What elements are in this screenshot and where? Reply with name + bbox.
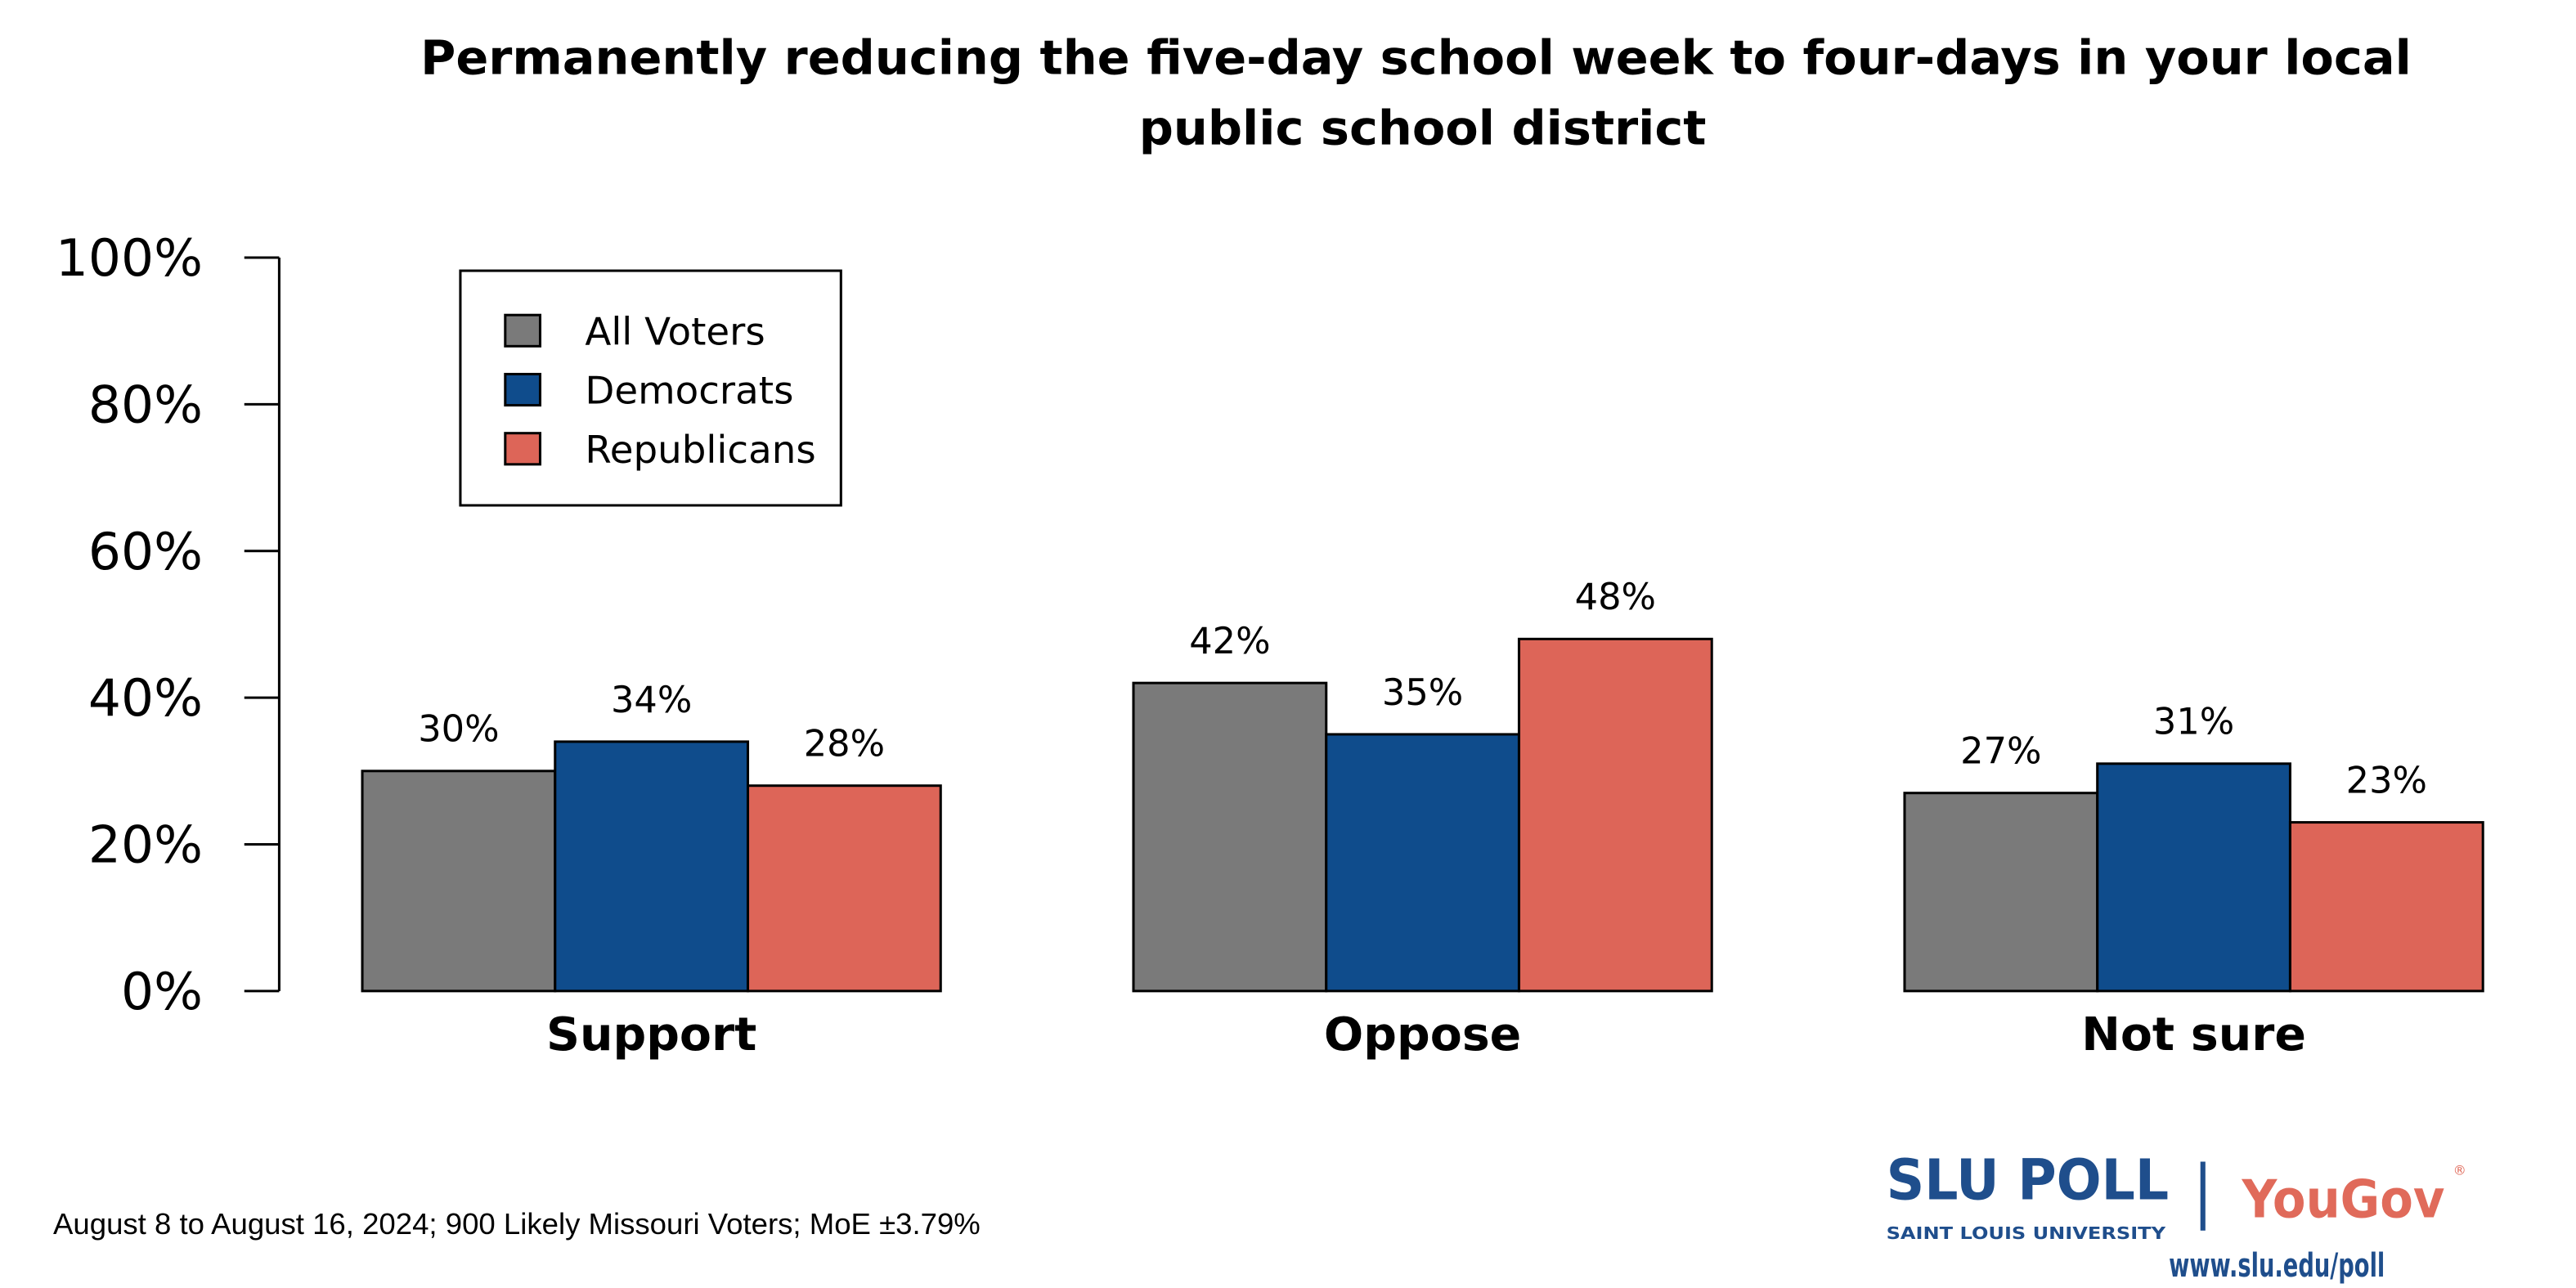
bar-oppose-republicans bbox=[1517, 637, 1713, 993]
logo-registered-mark: ® bbox=[2453, 1163, 2466, 1178]
y-tick-label: 80% bbox=[88, 375, 203, 435]
legend-swatch-republicans bbox=[504, 432, 542, 466]
data-label: 23% bbox=[2346, 761, 2427, 802]
y-tick-label: 40% bbox=[88, 669, 203, 729]
legend-label-all-voters: All Voters bbox=[585, 310, 765, 354]
bar-support-republicans bbox=[746, 784, 942, 993]
bar-support-all-voters bbox=[361, 770, 557, 993]
logo-url: www.slu.edu/poll bbox=[2169, 1246, 2385, 1285]
footer-note: August 8 to August 16, 2024; 900 Likely … bbox=[53, 1207, 981, 1241]
legend-swatch-all-voters bbox=[504, 313, 542, 348]
legend-box bbox=[459, 269, 842, 507]
legend-swatch-democrats bbox=[504, 372, 542, 407]
logo-slu-poll: SLU POLL bbox=[1887, 1148, 2169, 1213]
legend: All Voters Democrats Republicans bbox=[459, 269, 842, 507]
bar-support-democrats bbox=[554, 740, 750, 993]
category-label: Not sure bbox=[2081, 1008, 2306, 1061]
data-label: 48% bbox=[1575, 577, 1656, 619]
data-label: 30% bbox=[418, 709, 499, 751]
bar-not-sure-democrats bbox=[2096, 762, 2291, 993]
y-tick-label: 60% bbox=[88, 522, 203, 581]
y-tick-label: 0% bbox=[121, 962, 203, 1021]
data-label: 27% bbox=[1960, 731, 2041, 773]
y-tick-label: 20% bbox=[88, 815, 203, 875]
bar-oppose-all-voters bbox=[1132, 681, 1328, 993]
legend-label-democrats: Democrats bbox=[585, 369, 793, 413]
category-label: Oppose bbox=[1324, 1008, 1521, 1061]
logo-divider bbox=[2200, 1161, 2206, 1231]
chart-title-line-1: Permanently reducing the five-day school… bbox=[420, 30, 2412, 86]
data-label: 28% bbox=[804, 724, 885, 765]
legend-label-republicans: Republicans bbox=[585, 428, 815, 472]
chart-title-line-2: public school district bbox=[1139, 101, 1707, 156]
logo-saint-louis-university: SAINT LOUIS UNIVERSITY bbox=[1887, 1223, 2166, 1243]
data-label: 35% bbox=[1382, 672, 1463, 714]
category-labels: Support Oppose Not sure bbox=[546, 1008, 2306, 1061]
bars: 30% 34% 28% 42% 35% 48% 27% 31% 23% bbox=[361, 577, 2484, 993]
data-label: 31% bbox=[2153, 702, 2234, 743]
y-tick-label: 100% bbox=[56, 228, 203, 288]
slu-yougov-logo: SLU POLL SAINT LOUIS UNIVERSITY YouGov ®… bbox=[1887, 1148, 2466, 1285]
logo-yougov: YouGov bbox=[2242, 1169, 2445, 1231]
category-label: Support bbox=[546, 1008, 756, 1061]
bar-not-sure-all-voters bbox=[1903, 792, 2099, 993]
data-label: 42% bbox=[1189, 621, 1270, 662]
bar-oppose-democrats bbox=[1325, 733, 1521, 993]
bar-not-sure-republicans bbox=[2288, 821, 2484, 993]
y-axis: 0% 20% 40% 60% 80% 100% bbox=[56, 228, 280, 1021]
data-label: 34% bbox=[611, 680, 692, 721]
